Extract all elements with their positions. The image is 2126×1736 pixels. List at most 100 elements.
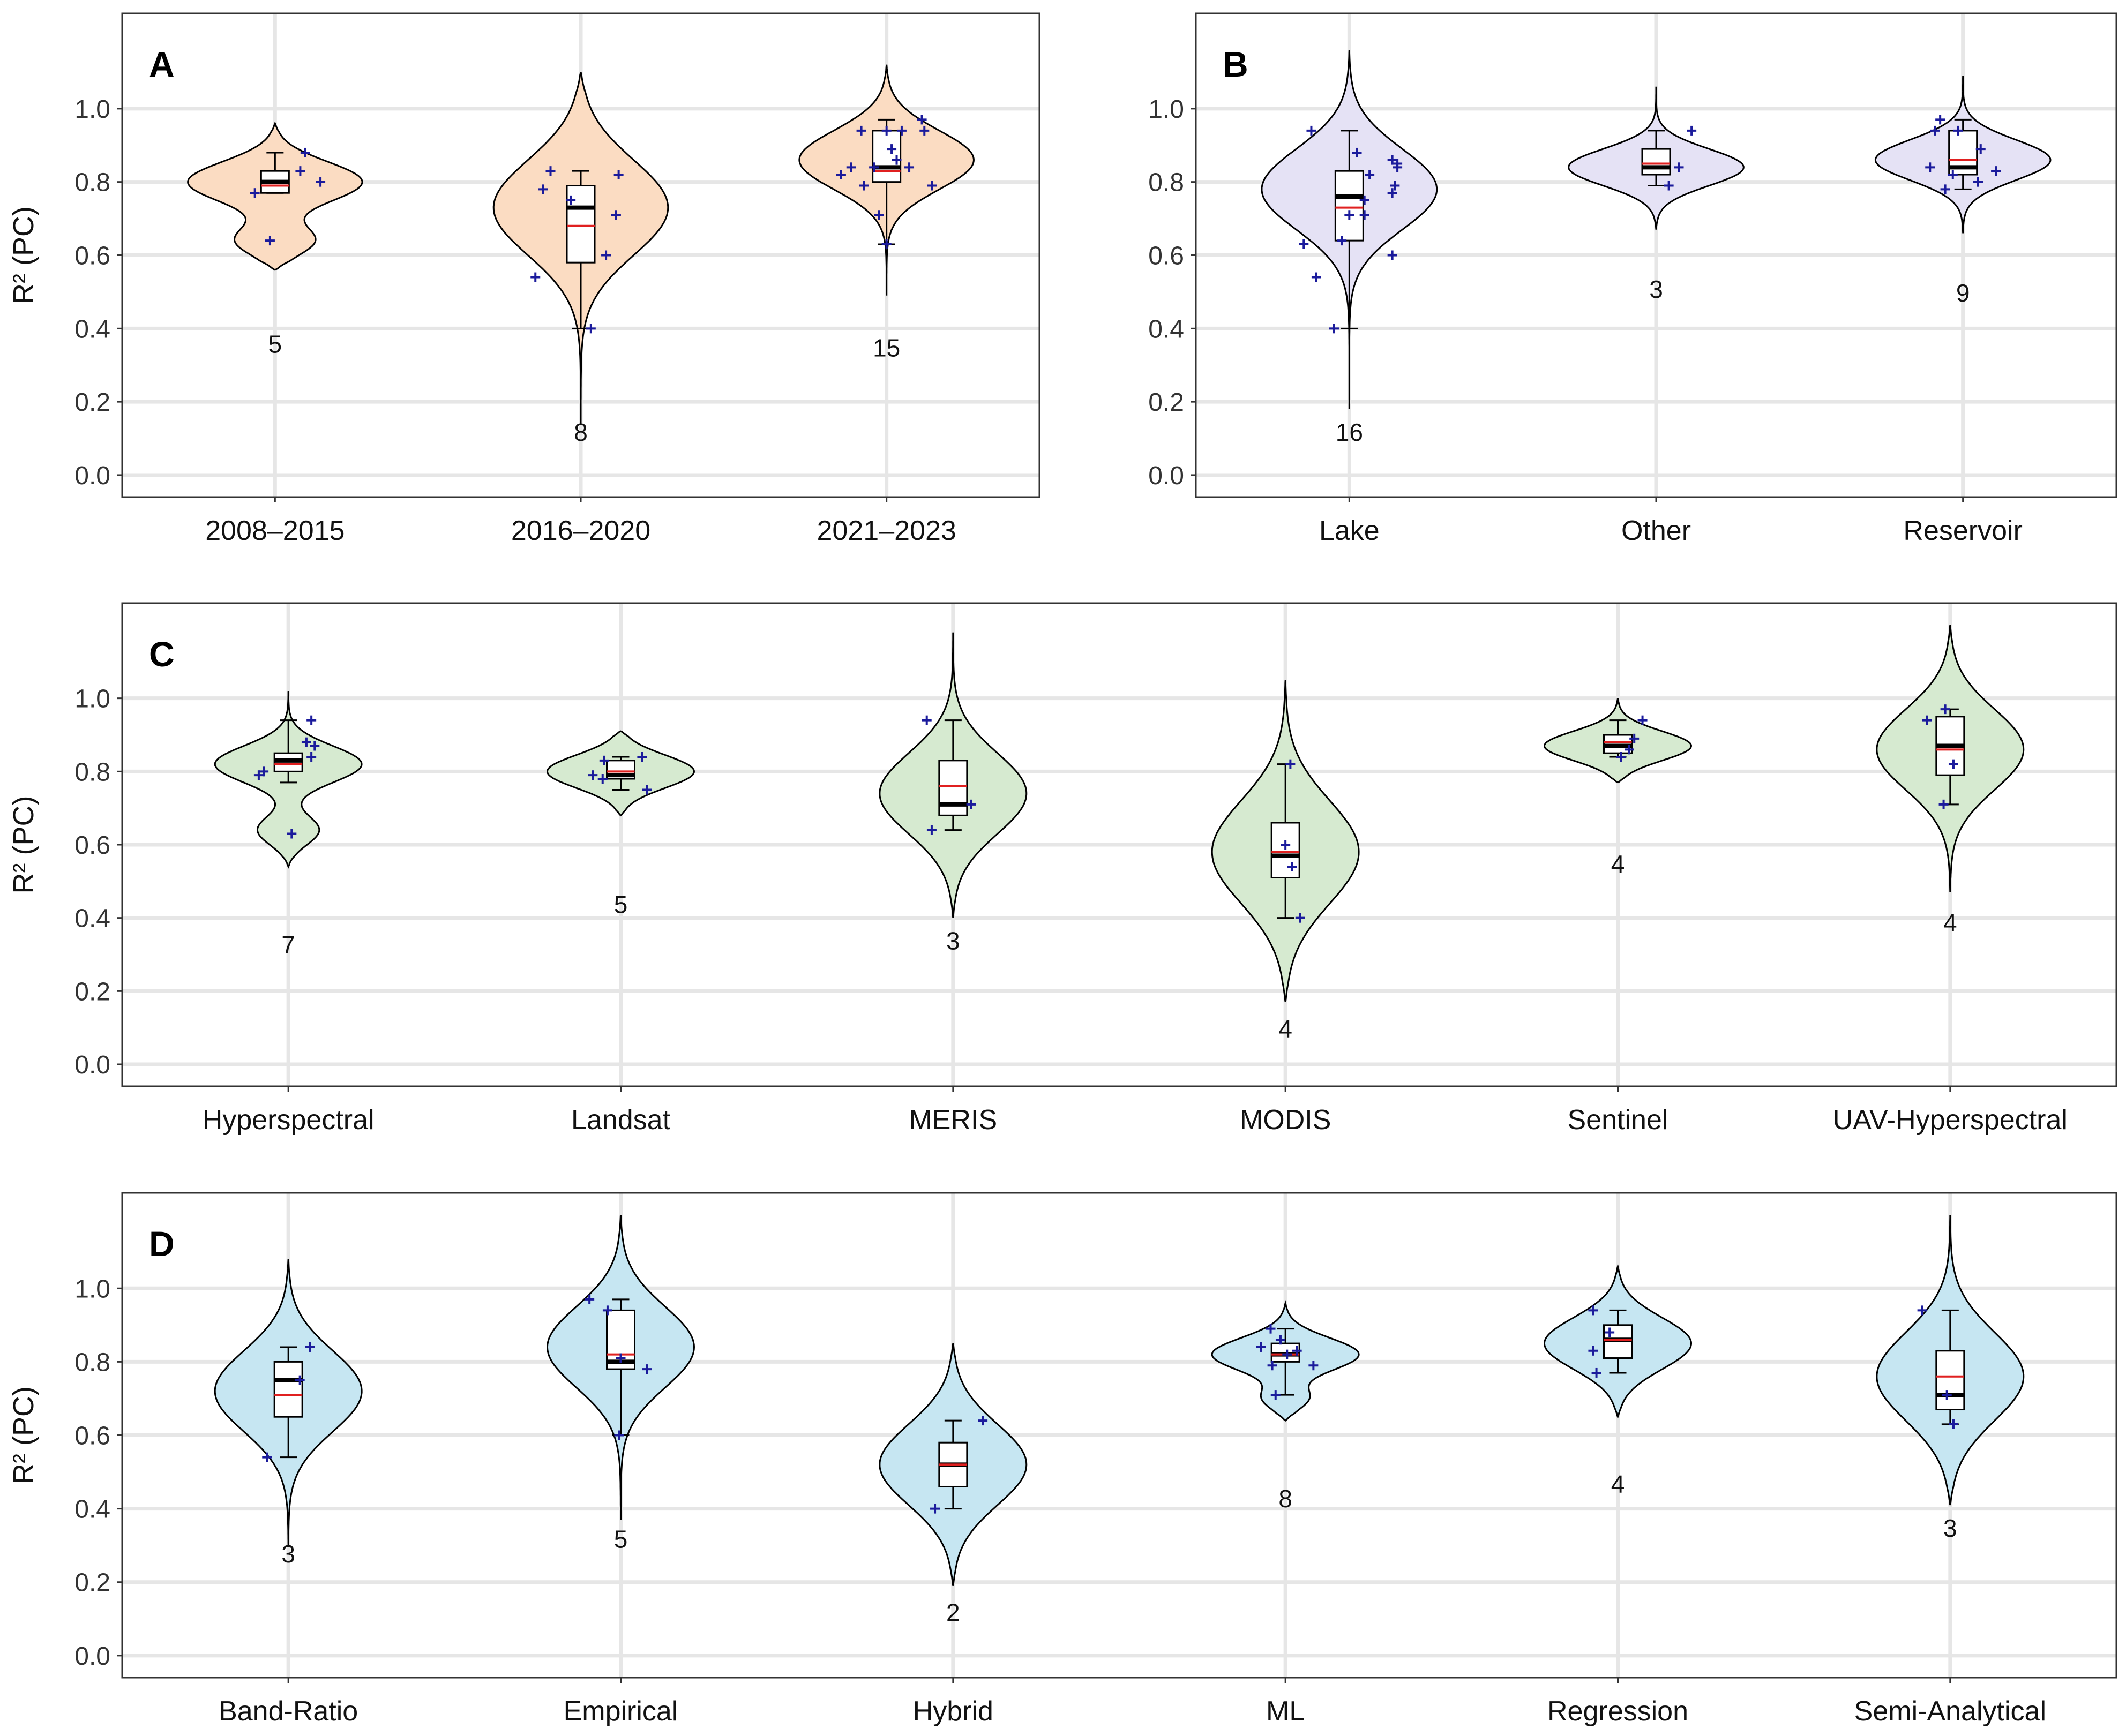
n-label: 2 xyxy=(946,1599,960,1627)
n-label: 3 xyxy=(1943,1514,1957,1542)
data-point xyxy=(1930,125,1940,136)
y-tick-label: 0.6 xyxy=(1148,242,1184,270)
violin-group: 7 xyxy=(214,690,363,959)
data-point xyxy=(887,144,897,154)
data-point xyxy=(301,737,311,747)
data-point xyxy=(1308,1361,1319,1371)
data-point xyxy=(262,1452,272,1462)
y-tick-label: 0.4 xyxy=(1148,315,1184,343)
data-point xyxy=(1948,1419,1958,1429)
y-tick-label: 1.0 xyxy=(74,1275,110,1303)
data-point xyxy=(545,166,556,176)
violin-group: 3 xyxy=(214,1259,363,1568)
data-point xyxy=(978,1416,988,1426)
data-point xyxy=(1337,236,1347,246)
x-tick-label: 2016–2020 xyxy=(511,515,650,546)
x-tick-label: Sentinel xyxy=(1568,1104,1668,1136)
x-tick-label: Other xyxy=(1621,515,1691,546)
data-point xyxy=(930,1504,940,1514)
data-point xyxy=(1270,1390,1281,1400)
data-point xyxy=(586,324,596,334)
data-point xyxy=(1588,1305,1598,1316)
data-point xyxy=(1359,195,1369,205)
data-point xyxy=(597,774,608,784)
data-point xyxy=(259,766,269,777)
x-tick-label: Regression xyxy=(1547,1696,1688,1727)
data-point xyxy=(966,799,976,809)
data-point xyxy=(1588,1346,1598,1356)
data-point xyxy=(846,162,856,172)
data-point xyxy=(1940,704,1950,715)
data-point xyxy=(295,1375,305,1385)
data-point xyxy=(1940,184,1950,194)
data-point xyxy=(306,752,317,762)
y-tick-label: 0.8 xyxy=(74,1348,110,1377)
data-point xyxy=(613,170,624,179)
data-point xyxy=(836,170,846,179)
data-point xyxy=(1282,1349,1292,1359)
data-point xyxy=(1629,733,1640,743)
x-tick-label: Lake xyxy=(1319,515,1380,546)
data-point xyxy=(874,210,884,220)
data-point xyxy=(1285,759,1296,769)
x-tick-label: Reservoir xyxy=(1903,515,2023,546)
data-point xyxy=(611,210,621,220)
panel-letter: C xyxy=(149,634,175,674)
data-point xyxy=(1637,715,1648,725)
box xyxy=(1270,822,1300,878)
data-point xyxy=(1387,155,1397,165)
data-point xyxy=(642,785,652,795)
x-tick-label: Band-Ratio xyxy=(219,1696,358,1727)
panel-letter: B xyxy=(1223,44,1248,84)
data-point xyxy=(892,155,902,165)
data-point xyxy=(1281,840,1291,850)
data-point xyxy=(1287,862,1297,871)
data-point xyxy=(642,1364,652,1374)
data-point xyxy=(1292,1346,1302,1356)
n-label: 4 xyxy=(1611,1470,1625,1498)
data-point xyxy=(1948,759,1958,769)
violin-group: 4 xyxy=(1211,680,1360,1043)
x-tick-label: Empirical xyxy=(564,1696,678,1727)
data-point xyxy=(1938,799,1949,809)
data-point xyxy=(1953,125,1963,136)
y-axis-label: R² (PC) xyxy=(8,1386,40,1484)
panel-D: 0.0 0.2 0.4 0.6 0.8 1.0 R² (PC) D Band-Ratio Empi… xyxy=(8,1192,2117,1727)
data-point xyxy=(1664,181,1674,191)
data-point xyxy=(1352,147,1362,157)
box xyxy=(938,760,968,816)
box xyxy=(1334,170,1364,242)
n-label: 4 xyxy=(1943,909,1957,937)
n-label: 3 xyxy=(1649,275,1663,303)
y-tick-label: 0.2 xyxy=(1148,388,1184,417)
data-point xyxy=(616,1353,626,1363)
data-point xyxy=(1275,1335,1285,1345)
x-tick-label: Semi-Analytical xyxy=(1854,1696,2046,1727)
data-point xyxy=(1311,272,1321,282)
y-tick-label: 0.4 xyxy=(74,315,110,343)
data-point xyxy=(1365,170,1375,179)
data-point xyxy=(566,195,576,205)
x-tick-label: MERIS xyxy=(909,1104,997,1136)
data-point xyxy=(287,829,297,839)
data-point xyxy=(250,188,260,198)
data-point xyxy=(1942,1390,1952,1400)
data-point xyxy=(1922,715,1932,725)
data-point xyxy=(300,147,310,157)
data-point xyxy=(253,770,264,780)
panel-C: 0.0 0.2 0.4 0.6 0.8 1.0 R² (PC) C Hyperspectral L… xyxy=(8,602,2117,1136)
violin-group: 4 xyxy=(1544,1263,1692,1498)
data-point xyxy=(1267,1361,1277,1371)
data-point xyxy=(1935,115,1945,125)
violin-group: 5 xyxy=(546,1215,695,1553)
violin-group: 16 xyxy=(1261,50,1438,446)
y-tick-label: 0.0 xyxy=(74,1642,110,1671)
n-label: 3 xyxy=(946,927,960,955)
data-point xyxy=(1390,181,1400,191)
panel-letter: A xyxy=(149,44,175,84)
x-tick-label: 2021–2023 xyxy=(817,515,956,546)
violin-group: 2 xyxy=(879,1343,1028,1627)
data-point xyxy=(310,741,320,751)
y-tick-label: 0.2 xyxy=(74,978,110,1006)
